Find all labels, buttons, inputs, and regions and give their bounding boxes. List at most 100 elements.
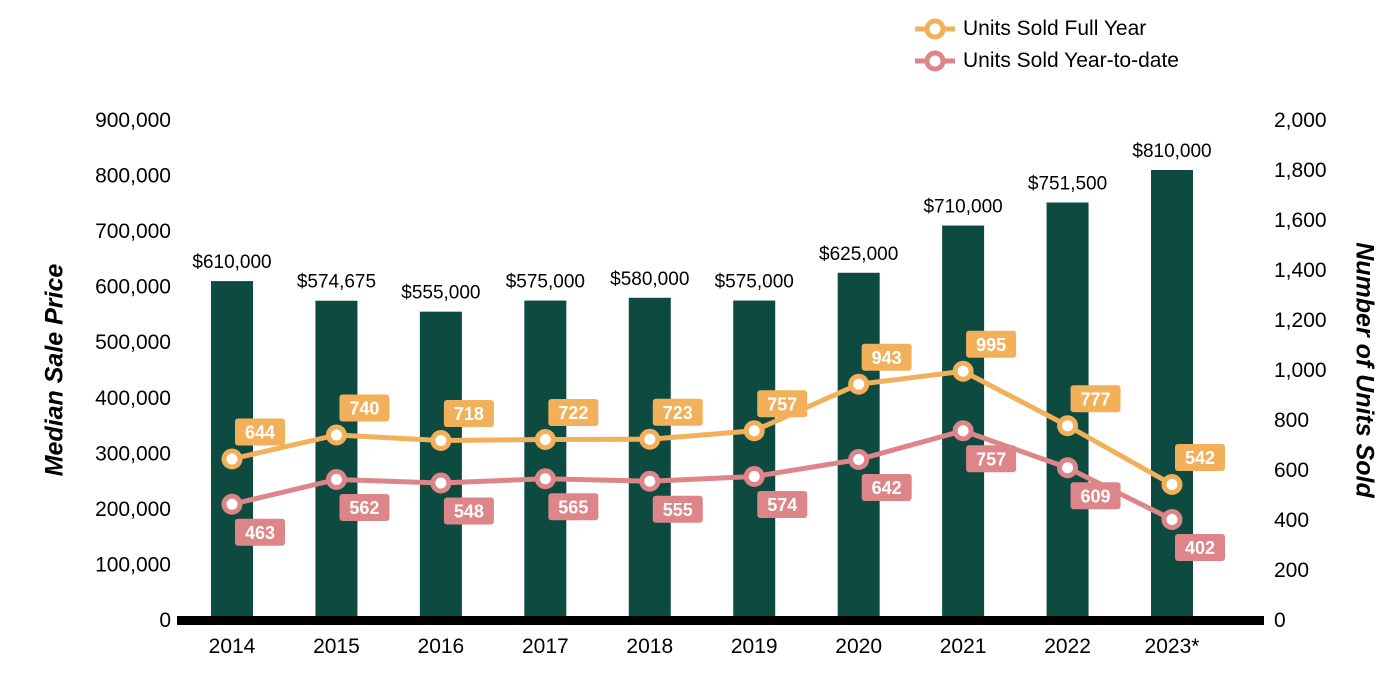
- value-badge-label: 548: [454, 502, 484, 522]
- value-badge-label: 718: [454, 404, 484, 424]
- right-axis-tick-label: 0: [1274, 609, 1286, 632]
- value-badge: [757, 491, 808, 518]
- right-axis-tick-label: 2,000: [1274, 109, 1327, 132]
- value-badge: [1175, 534, 1225, 561]
- right-axis-tick-label: 200: [1274, 559, 1309, 582]
- right-axis-tick-label: 400: [1274, 509, 1309, 532]
- legend-label-ytd: Units Sold Year-to-date: [963, 49, 1179, 72]
- value-badge: [652, 398, 703, 426]
- value-badge-label: 723: [663, 403, 693, 423]
- value-badge-label: 757: [976, 449, 1006, 469]
- value-badge: [966, 330, 1017, 358]
- right-axis-tick-label: 1,600: [1274, 209, 1327, 232]
- value-badge: [339, 394, 390, 422]
- line-marker-1: [848, 449, 870, 470]
- left-axis-tick-label: 0: [159, 609, 171, 632]
- bar-value-label: $574,675: [297, 272, 376, 293]
- legend: Units Sold Full Year Units Sold Year-to-…: [913, 14, 1179, 76]
- line-marker-1: [639, 470, 661, 492]
- value-badge-label: 574: [767, 495, 797, 515]
- value-badge: [861, 343, 912, 371]
- value-badge-label: 402: [1185, 538, 1215, 558]
- value-badge: [966, 445, 1017, 473]
- line-series-0: [229, 368, 1175, 487]
- value-badge-label: 463: [245, 523, 275, 543]
- line-marker-1: [743, 466, 765, 487]
- bar: [419, 311, 462, 620]
- x-axis-label: 2023*: [1145, 635, 1200, 658]
- bar-value-label: $575,000: [506, 272, 585, 293]
- left-axis-tick-label: 300,000: [95, 442, 171, 465]
- line-marker-0: [743, 420, 765, 442]
- right-axis-tick-label: 800: [1274, 409, 1309, 432]
- x-axis-label: 2022: [1044, 635, 1091, 658]
- bar-value-label: $555,000: [401, 283, 480, 304]
- bar: [837, 272, 880, 620]
- x-axis-label: 2017: [522, 635, 569, 658]
- value-badge: [548, 399, 599, 426]
- line-marker-0: [430, 430, 452, 451]
- line-marker-0: [639, 428, 661, 450]
- bar: [524, 300, 567, 620]
- left-axis-tick-label: 700,000: [95, 220, 171, 243]
- value-badge-label: 995: [976, 335, 1006, 355]
- left-axis-tick-label: 500,000: [95, 331, 171, 354]
- value-badge-label: 555: [663, 500, 693, 520]
- right-axis-tick-label: 1,000: [1274, 359, 1327, 382]
- line-marker-0: [1161, 474, 1183, 495]
- x-axis-label: 2019: [731, 635, 778, 658]
- line-marker-0: [534, 429, 556, 450]
- value-badge-label: 644: [245, 423, 275, 443]
- value-badge-label: 562: [349, 498, 379, 518]
- right-axis-tick-label: 600: [1274, 459, 1309, 482]
- value-badge: [757, 390, 808, 418]
- value-badge-label: 542: [1185, 448, 1215, 468]
- line-marker-1: [325, 469, 347, 490]
- x-axis-label: 2014: [209, 635, 256, 658]
- x-axis-label: 2016: [418, 635, 465, 658]
- line-marker-0: [952, 360, 974, 382]
- value-badge-label: 757: [767, 394, 797, 414]
- value-badge-label: 609: [1081, 486, 1111, 506]
- line-marker-0: [221, 448, 243, 470]
- value-badge-label: 642: [872, 478, 902, 498]
- line-marker-0: [848, 373, 870, 395]
- bar-value-label: $751,500: [1028, 174, 1107, 195]
- bar: [628, 297, 671, 620]
- value-badge: [339, 494, 390, 521]
- legend-marker-full-year-icon: [915, 18, 955, 40]
- line-marker-1: [1057, 457, 1079, 479]
- left-axis-tick-label: 100,000: [95, 553, 171, 576]
- line-marker-1: [221, 493, 243, 515]
- bar: [315, 300, 358, 620]
- bar-value-label: $810,000: [1132, 141, 1211, 162]
- value-badge: [1070, 385, 1121, 413]
- bar-value-label: $580,000: [610, 269, 689, 290]
- line-marker-1: [952, 420, 974, 442]
- x-axis-label: 2020: [835, 635, 882, 658]
- right-axis-tick-label: 1,800: [1274, 159, 1327, 182]
- legend-item-full-year: Units Sold Full Year: [913, 14, 1179, 44]
- x-axis-line: [177, 616, 1264, 625]
- value-badge: [1175, 444, 1225, 471]
- legend-item-ytd: Units Sold Year-to-date: [913, 46, 1179, 76]
- line-marker-1: [1161, 509, 1183, 530]
- value-badge: [443, 400, 494, 427]
- value-badge: [1070, 482, 1121, 510]
- value-badge-label: 943: [872, 348, 902, 368]
- value-badge-label: 722: [558, 403, 588, 423]
- line-marker-1: [534, 468, 556, 490]
- value-badge: [235, 418, 285, 446]
- value-badge-label: 777: [1081, 389, 1111, 409]
- bar-value-label: $575,000: [715, 272, 794, 293]
- value-badge-label: 565: [558, 497, 588, 517]
- bar-value-label: $610,000: [192, 252, 271, 273]
- left-axis-tick-label: 400,000: [95, 387, 171, 410]
- line-marker-0: [1057, 415, 1079, 437]
- value-badge: [548, 493, 599, 521]
- x-axis-label: 2021: [940, 635, 987, 658]
- left-axis-tick-label: 600,000: [95, 276, 171, 299]
- value-badge: [443, 497, 494, 525]
- value-badge: [861, 474, 912, 501]
- bar: [733, 300, 776, 620]
